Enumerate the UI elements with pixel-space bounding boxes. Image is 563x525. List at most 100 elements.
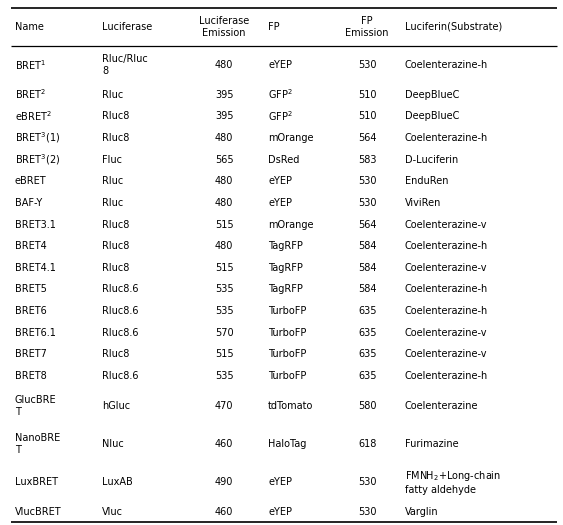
Text: HaloTag: HaloTag bbox=[268, 439, 307, 449]
Text: Rluc8.6: Rluc8.6 bbox=[102, 371, 139, 381]
Text: TagRFP: TagRFP bbox=[268, 285, 303, 295]
Text: VlucBRET: VlucBRET bbox=[15, 507, 61, 517]
Text: Nluc: Nluc bbox=[102, 439, 124, 449]
Text: 530: 530 bbox=[358, 198, 377, 208]
Text: Coelenterazine-v: Coelenterazine-v bbox=[405, 350, 487, 360]
Text: 480: 480 bbox=[215, 60, 234, 70]
Text: EnduRen: EnduRen bbox=[405, 176, 448, 186]
Text: Rluc/Rluc
8: Rluc/Rluc 8 bbox=[102, 54, 148, 76]
Text: TurboFP: TurboFP bbox=[268, 371, 307, 381]
Text: 635: 635 bbox=[358, 306, 377, 316]
Text: Rluc8: Rluc8 bbox=[102, 133, 130, 143]
Text: 618: 618 bbox=[358, 439, 377, 449]
Text: Furimazine: Furimazine bbox=[405, 439, 458, 449]
Text: 565: 565 bbox=[215, 154, 234, 164]
Text: GFP$^2$: GFP$^2$ bbox=[268, 109, 293, 123]
Text: ViviRen: ViviRen bbox=[405, 198, 441, 208]
Text: 530: 530 bbox=[358, 60, 377, 70]
Text: 480: 480 bbox=[215, 176, 234, 186]
Text: eYEP: eYEP bbox=[268, 198, 292, 208]
Text: Vluc: Vluc bbox=[102, 507, 123, 517]
Text: NanoBRE
T: NanoBRE T bbox=[15, 433, 60, 455]
Text: Coelenterazine-h: Coelenterazine-h bbox=[405, 60, 488, 70]
Text: 460: 460 bbox=[215, 507, 234, 517]
Text: 564: 564 bbox=[358, 219, 377, 229]
Text: 635: 635 bbox=[358, 371, 377, 381]
Text: hGluc: hGluc bbox=[102, 401, 131, 411]
Text: BRET6: BRET6 bbox=[15, 306, 46, 316]
Text: 515: 515 bbox=[215, 350, 234, 360]
Text: Rluc8: Rluc8 bbox=[102, 111, 130, 121]
Text: 530: 530 bbox=[358, 176, 377, 186]
Text: TurboFP: TurboFP bbox=[268, 306, 307, 316]
Text: Luciferase
Emission: Luciferase Emission bbox=[199, 16, 249, 38]
Text: 395: 395 bbox=[215, 111, 234, 121]
Text: Luciferin(Substrate): Luciferin(Substrate) bbox=[405, 22, 502, 32]
Text: Fluc: Fluc bbox=[102, 154, 122, 164]
Text: Rluc8: Rluc8 bbox=[102, 350, 130, 360]
Text: BRET4.1: BRET4.1 bbox=[15, 263, 56, 273]
Text: eYEP: eYEP bbox=[268, 176, 292, 186]
Text: 460: 460 bbox=[215, 439, 234, 449]
Text: TagRFP: TagRFP bbox=[268, 263, 303, 273]
Text: Luciferase: Luciferase bbox=[102, 22, 153, 32]
Text: mOrange: mOrange bbox=[268, 133, 314, 143]
Text: LuxBRET: LuxBRET bbox=[15, 477, 57, 487]
Text: TurboFP: TurboFP bbox=[268, 350, 307, 360]
Text: Coelenterazine-v: Coelenterazine-v bbox=[405, 263, 487, 273]
Text: eYEP: eYEP bbox=[268, 477, 292, 487]
Text: eBRET: eBRET bbox=[15, 176, 46, 186]
Text: Coelenterazine-h: Coelenterazine-h bbox=[405, 371, 488, 381]
Text: Rluc: Rluc bbox=[102, 90, 124, 100]
Text: BRET7: BRET7 bbox=[15, 350, 47, 360]
Text: DeepBlueC: DeepBlueC bbox=[405, 111, 459, 121]
Text: BAF-Y: BAF-Y bbox=[15, 198, 42, 208]
Text: 510: 510 bbox=[358, 111, 377, 121]
Text: mOrange: mOrange bbox=[268, 219, 314, 229]
Text: 530: 530 bbox=[358, 507, 377, 517]
Text: 535: 535 bbox=[215, 285, 234, 295]
Text: LuxAB: LuxAB bbox=[102, 477, 133, 487]
Text: BRET$^1$: BRET$^1$ bbox=[15, 58, 46, 71]
Text: Rluc8: Rluc8 bbox=[102, 241, 130, 251]
Text: BRET3.1: BRET3.1 bbox=[15, 219, 56, 229]
Text: 635: 635 bbox=[358, 350, 377, 360]
Text: tdTomato: tdTomato bbox=[268, 401, 314, 411]
Text: 564: 564 bbox=[358, 133, 377, 143]
Text: Coelenterazine-v: Coelenterazine-v bbox=[405, 219, 487, 229]
Text: eBRET$^2$: eBRET$^2$ bbox=[15, 109, 52, 123]
Text: FP
Emission: FP Emission bbox=[346, 16, 389, 38]
Text: 583: 583 bbox=[358, 154, 377, 164]
Text: 584: 584 bbox=[358, 263, 377, 273]
Text: 584: 584 bbox=[358, 241, 377, 251]
Text: 480: 480 bbox=[215, 198, 234, 208]
Text: 510: 510 bbox=[358, 90, 377, 100]
Text: 535: 535 bbox=[215, 371, 234, 381]
Text: DsRed: DsRed bbox=[268, 154, 300, 164]
Text: 635: 635 bbox=[358, 328, 377, 338]
Text: eYEP: eYEP bbox=[268, 60, 292, 70]
Text: Rluc8.6: Rluc8.6 bbox=[102, 328, 139, 338]
Text: Coelenterazine-h: Coelenterazine-h bbox=[405, 285, 488, 295]
Text: DeepBlueC: DeepBlueC bbox=[405, 90, 459, 100]
Text: TurboFP: TurboFP bbox=[268, 328, 307, 338]
Text: Rluc8.6: Rluc8.6 bbox=[102, 285, 139, 295]
Text: 580: 580 bbox=[358, 401, 377, 411]
Text: FP: FP bbox=[268, 22, 280, 32]
Text: FMNH$_2$+Long-chain
fatty aldehyde: FMNH$_2$+Long-chain fatty aldehyde bbox=[405, 469, 501, 495]
Text: eYEP: eYEP bbox=[268, 507, 292, 517]
Text: TagRFP: TagRFP bbox=[268, 241, 303, 251]
Text: D-Luciferin: D-Luciferin bbox=[405, 154, 458, 164]
Text: 480: 480 bbox=[215, 241, 234, 251]
Text: 530: 530 bbox=[358, 477, 377, 487]
Text: Rluc8.6: Rluc8.6 bbox=[102, 306, 139, 316]
Text: Coelenterazine-v: Coelenterazine-v bbox=[405, 328, 487, 338]
Text: Varglin: Varglin bbox=[405, 507, 439, 517]
Text: Rluc8: Rluc8 bbox=[102, 263, 130, 273]
Text: Coelenterazine-h: Coelenterazine-h bbox=[405, 306, 488, 316]
Text: 395: 395 bbox=[215, 90, 234, 100]
Text: BRET$^2$: BRET$^2$ bbox=[15, 88, 46, 101]
Text: 480: 480 bbox=[215, 133, 234, 143]
Text: Coelenterazine-h: Coelenterazine-h bbox=[405, 241, 488, 251]
Text: BRET4: BRET4 bbox=[15, 241, 46, 251]
